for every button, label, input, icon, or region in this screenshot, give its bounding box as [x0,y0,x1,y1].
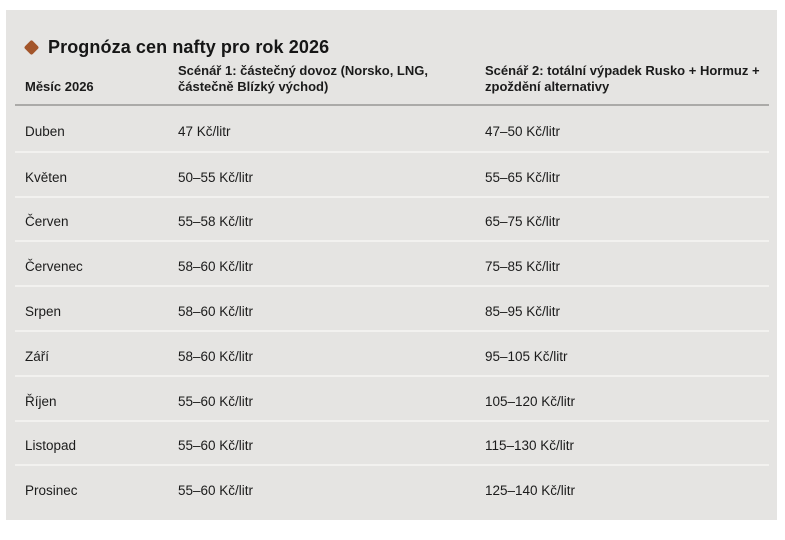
scenario1-cell: 47 Kč/litr [178,123,231,139]
table-row: Prosinec 55–60 Kč/litr 125–140 Kč/litr [15,464,769,509]
slide-title: Prognóza cen nafty pro rok 2026 [48,36,330,57]
scenario2-cell: 115–130 Kč/litr [485,438,575,454]
scenario2-cell: 65–75 Kč/litr [485,214,561,230]
scenario2-cell: 85–95 Kč/litr [485,304,561,320]
scenario2-cell: 95–105 Kč/litr [485,348,568,364]
scenario1-cell: 55–60 Kč/litr [178,438,254,454]
table-header-row: Měsíc 2026 Scénář 1: částečný dovoz (Nor… [15,58,769,106]
month-cell: Květen [25,169,68,185]
scenario2-cell: 75–85 Kč/litr [485,259,561,275]
scenario1-cell: 58–60 Kč/litr [178,304,254,320]
column-header-scenario1: Scénář 1: částečný dovoz (Norsko, LNG, č… [178,63,428,94]
month-cell: Listopad [25,438,77,454]
table-row: Srpen 58–60 Kč/litr 85–95 Kč/litr [15,285,769,330]
month-cell: Září [25,348,50,364]
column-header-scenario2: Scénář 2: totální výpadek Rusko + Hormuz… [485,63,760,94]
table-row: Červen 55–58 Kč/litr 65–75 Kč/litr [15,195,769,241]
scenario1-cell: 55–60 Kč/litr [178,483,254,499]
table-body: Duben 47 Kč/litr 47–50 Kč/litr Květen 50… [6,106,777,509]
scenario2-cell: 55–65 Kč/litr [485,169,561,185]
month-cell: Srpen [25,304,62,320]
month-cell: Duben [25,123,65,139]
slide-panel: Prognóza cen nafty pro rok 2026 Měsíc 20… [6,10,777,520]
scenario2-cell: 47–50 Kč/litr [485,123,561,139]
table-row: Červenec 58–60 Kč/litr 75–85 Kč/litr [15,240,769,285]
table-row: Duben 47 Kč/litr 47–50 Kč/litr [15,106,769,151]
scenario1-cell: 58–60 Kč/litr [178,348,254,364]
table-row: Říjen 55–60 Kč/litr 105–120 Kč/litr [15,374,769,420]
table-row: Září 58–60 Kč/litr 95–105 Kč/litr [15,329,769,375]
scenario1-cell: 50–55 Kč/litr [178,169,254,185]
month-cell: Červenec [25,259,83,275]
table-row: Listopad 55–60 Kč/litr 115–130 Kč/litr [15,419,769,465]
diamond-bullet-icon [23,39,40,55]
scenario1-cell: 58–60 Kč/litr [178,259,254,275]
slide-title-row: Prognóza cen nafty pro rok 2026 [6,10,777,58]
scenario1-cell: 55–58 Kč/litr [178,214,254,230]
table-row: Květen 50–55 Kč/litr 55–65 Kč/litr [15,150,769,196]
scenario2-cell: 105–120 Kč/litr [485,393,576,409]
month-cell: Červen [25,214,69,230]
scenario2-cell: 125–140 Kč/litr [485,483,576,499]
column-header-month: Měsíc 2026 [25,79,94,94]
month-cell: Říjen [25,393,57,409]
scenario1-cell: 55–60 Kč/litr [178,393,254,409]
month-cell: Prosinec [25,483,78,499]
